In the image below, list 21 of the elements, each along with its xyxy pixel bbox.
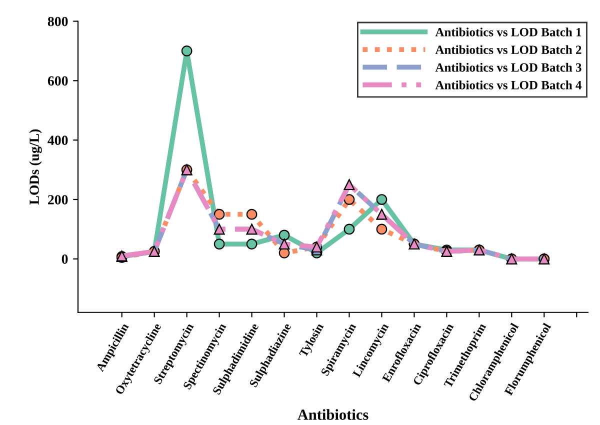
point (246, 208, 258, 220)
y-tick-label: 0 (62, 254, 68, 264)
y-tick-label: 400 (48, 136, 68, 146)
x-axis-title: Antibiotics (298, 409, 368, 420)
point (376, 224, 388, 235)
point (214, 238, 225, 250)
y-tick-label: 600 (48, 76, 68, 86)
legend-label: Antibiotics vs LOD Batch 1 (435, 28, 582, 36)
legend-label: Antibiotics vs LOD Batch 4 (435, 80, 582, 90)
point (344, 224, 355, 235)
y-tick-label: 200 (48, 195, 68, 204)
point (181, 46, 192, 56)
legend-label: Antibiotics vs LOD Batch 2 (435, 45, 582, 54)
point (376, 194, 388, 205)
point (278, 230, 290, 241)
y-axis-title: LODs (ug/L) (29, 129, 42, 205)
y-tick-label: 800 (48, 16, 68, 26)
legend-label: Antibiotics vs LOD Batch 3 (435, 62, 582, 72)
point (214, 208, 225, 220)
point (344, 194, 355, 205)
point (246, 238, 258, 250)
